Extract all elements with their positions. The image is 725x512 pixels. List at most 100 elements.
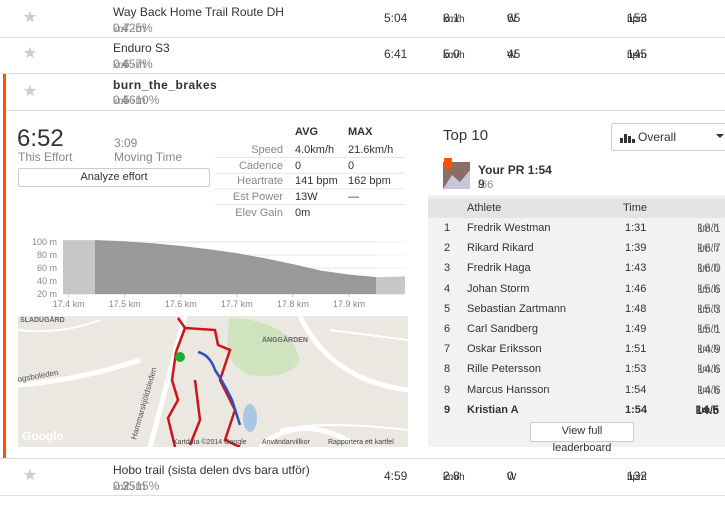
distance-value: 0.7 (113, 21, 130, 35)
stats-value: 0m (295, 206, 311, 219)
athlete: Fredrik Haga (467, 262, 531, 275)
power-value: 65 (507, 11, 521, 25)
x-tick-label: 17.5 km (109, 299, 141, 309)
time: 1:54 (625, 403, 648, 416)
pr-total: /66 (478, 179, 494, 191)
heartrate: 153 bpm (627, 11, 647, 27)
roads (18, 316, 408, 447)
column-header: Time (623, 202, 648, 214)
moving-label: Moving Time (114, 150, 183, 164)
segment-time: 5:04 (384, 11, 408, 25)
distance-unit: km (113, 96, 127, 107)
heartrate-unit: bpm (627, 14, 647, 25)
rank: 4 (444, 282, 451, 295)
distance-value: 0.2 (113, 479, 130, 493)
star[interactable] (23, 84, 37, 97)
x-tick-label: 17.9 km (333, 299, 365, 309)
y-tick-label: 40 m (37, 276, 57, 286)
minor-roads (18, 319, 408, 431)
heartrate: 145 bpm (627, 47, 648, 63)
power-unit: W (507, 50, 517, 61)
speed: 5.0 km/h (443, 47, 465, 63)
power-value: 45 (507, 47, 521, 61)
speed-unit: km/h (697, 324, 719, 335)
stats-label: Elev Gain (235, 206, 283, 219)
elapsed-label: This Effort (18, 150, 73, 164)
stats-header: MAX (348, 126, 373, 138)
speed-value: 14.9 (697, 342, 721, 357)
athlete: Fredrik Westman (467, 222, 551, 234)
y-tick-label: 60 m (37, 263, 57, 273)
speed-unit: km/h (443, 50, 465, 61)
time: 1:43 (625, 262, 647, 275)
power-unit: W (507, 14, 517, 25)
heartrate-unit: bpm (627, 472, 647, 483)
leaderboard-title: Top 10 (443, 127, 489, 144)
segment-stats: 0.7 km 42m -5% (113, 21, 153, 35)
speed-unit: km/h (697, 384, 719, 396)
speed-unit: km/h (443, 472, 465, 483)
distance: 0.6 km (113, 57, 130, 73)
elevation-area (63, 240, 405, 294)
star[interactable] (23, 468, 37, 481)
icon (632, 139, 635, 143)
speed-value: 15.3 (697, 301, 721, 316)
rank: 8 (444, 363, 451, 376)
leaderboard-bg (428, 195, 725, 447)
y-tick-label: 100 m (32, 237, 57, 247)
power-unit: W (507, 472, 517, 483)
distance-unit: km (113, 60, 127, 71)
elevation: 42m (122, 21, 146, 35)
speed-value: 8.1 (443, 11, 460, 25)
distance-unit: km (113, 482, 127, 493)
speed-value: 5.0 (443, 47, 460, 61)
map-label: SLADUGÅRD (20, 315, 65, 324)
power-value: 0 (507, 469, 514, 483)
speed: 14.9 km/h (0, 342, 721, 357)
map-label: ÄNGGÅRDEN (262, 335, 308, 344)
stats-label: Cadence (238, 159, 283, 172)
selection-border (3, 73, 6, 458)
segment-name: Enduro S3 (113, 41, 170, 55)
athlete: Oskar Eriksson (467, 343, 542, 356)
distance-value: 0.5 (113, 93, 130, 107)
speed-value: 14.6 (697, 382, 721, 397)
elevation: 35m (122, 479, 146, 493)
segment-stats: 0.5 km 46m -10% (113, 93, 159, 107)
heartrate: 132 bpm (627, 469, 648, 485)
athlete: Sebastian Zartmann (467, 302, 567, 315)
speed-unit: km/h (697, 364, 719, 376)
time: 1:39 (625, 242, 647, 255)
rank: 1 (444, 222, 451, 234)
stats-value: 0 (295, 159, 302, 172)
rank: 3 (444, 262, 451, 275)
map (18, 316, 408, 447)
dropdown[interactable] (611, 123, 725, 151)
star[interactable] (23, 10, 37, 23)
pr-rank: 9 /66 (478, 177, 493, 192)
star[interactable] (23, 46, 37, 59)
segment-stats: 0.6 km 45m -7% (113, 57, 153, 73)
speed-unit: km/h (697, 223, 719, 234)
speed: 14.5 km/h (0, 403, 719, 418)
park (227, 318, 300, 376)
athlete: Rikard Rikard (467, 242, 534, 255)
view-leaderboard-button[interactable]: View full leaderboard (530, 422, 634, 454)
elapsed-time: 6:52 (17, 125, 64, 152)
grade: -7% (131, 57, 153, 71)
speed: 2.8 km/h (443, 469, 465, 485)
grade: -5% (131, 21, 153, 35)
analyze-button[interactable]: Analyze effort (18, 168, 210, 187)
heartrate-value: 132 (627, 469, 648, 483)
speed-unit: km/h (697, 303, 719, 315)
speed-value: 18.1 (697, 221, 721, 235)
icon (620, 138, 623, 143)
time: 1:49 (625, 323, 647, 335)
stats-value: — (348, 191, 359, 204)
icon (624, 134, 627, 143)
leaderboard-header-bg (428, 198, 725, 218)
heartrate-value: 145 (627, 47, 648, 61)
segment-name: Way Back Home Trail Route DH (113, 5, 284, 19)
x-tick-label: 17.4 km (53, 299, 85, 309)
